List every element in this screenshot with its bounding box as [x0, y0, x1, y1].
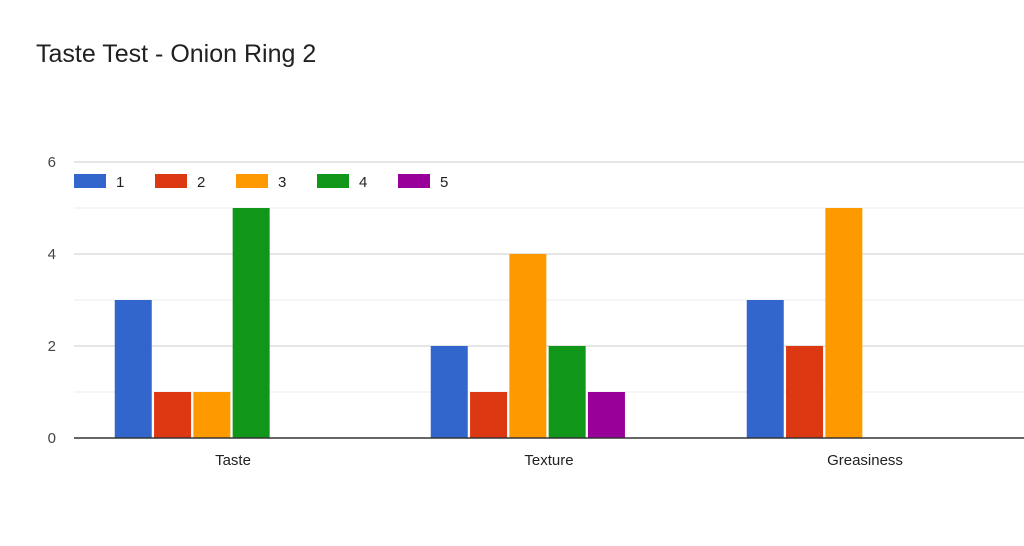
legend-label-2: 2 — [197, 174, 205, 191]
bar-greasiness-series-1 — [746, 300, 784, 438]
x-tick-label: Greasiness — [827, 452, 903, 469]
legend-swatch-2 — [155, 174, 187, 188]
bar-texture-series-3 — [509, 254, 547, 438]
x-tick-label: Taste — [215, 452, 251, 469]
y-tick-label: 0 — [48, 430, 56, 447]
bar-greasiness-series-3 — [825, 208, 863, 438]
legend-swatch-5 — [398, 174, 430, 188]
y-tick-label: 6 — [48, 154, 56, 171]
legend-label-1: 1 — [116, 174, 124, 191]
bar-taste-series-4 — [232, 208, 270, 438]
y-tick-label: 2 — [48, 338, 56, 355]
legend: 1 2 3 4 5 — [74, 174, 448, 191]
bar-taste-series-2 — [154, 392, 192, 438]
y-tick-label: 4 — [48, 246, 56, 263]
bar-taste-series-1 — [114, 300, 152, 438]
legend-swatch-1 — [74, 174, 106, 188]
chart-title: Taste Test - Onion Ring 2 — [36, 40, 317, 68]
bar-texture-series-1 — [430, 346, 468, 438]
bar-greasiness-series-2 — [786, 346, 824, 438]
legend-swatch-4 — [317, 174, 349, 188]
bar-texture-series-2 — [470, 392, 508, 438]
legend-label-3: 3 — [278, 174, 286, 191]
bar-taste-series-3 — [193, 392, 231, 438]
x-tick-label: Texture — [524, 452, 573, 469]
axes: 0 2 4 6 Taste Texture Greasiness — [48, 154, 1024, 469]
bar-texture-series-4 — [548, 346, 586, 438]
bars — [114, 208, 863, 438]
legend-label-5: 5 — [440, 174, 448, 191]
legend-label-4: 4 — [359, 174, 367, 191]
bar-texture-series-5 — [587, 392, 625, 438]
legend-swatch-3 — [236, 174, 268, 188]
